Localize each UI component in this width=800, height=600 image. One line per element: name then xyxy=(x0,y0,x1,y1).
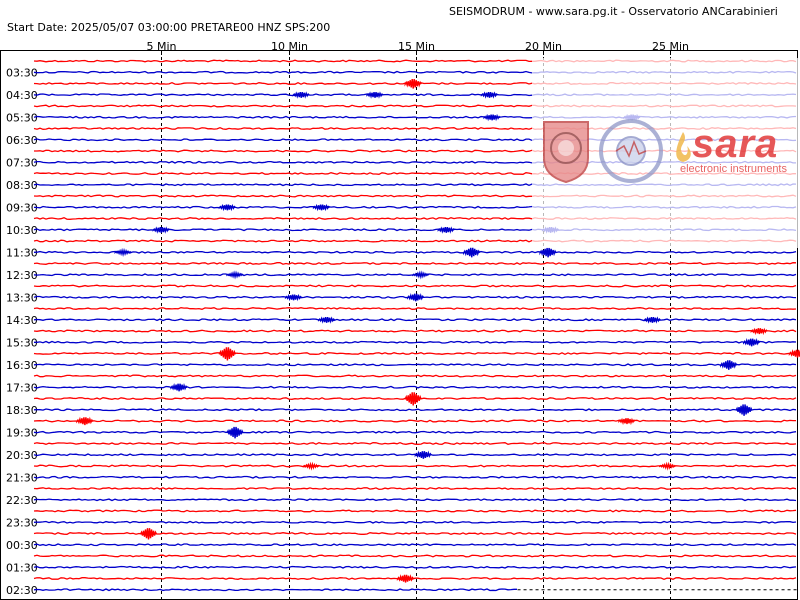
seismic-event-burst xyxy=(404,79,422,89)
x-tick-label: 20 Min xyxy=(525,40,562,53)
seismic-event-burst xyxy=(366,91,384,99)
x-tick-label: 5 Min xyxy=(146,40,176,53)
seismic-event-burst xyxy=(396,574,415,583)
seismic-event-burst xyxy=(463,247,481,258)
seismic-trace-row xyxy=(33,250,797,254)
seismic-trace-row xyxy=(33,531,797,536)
seismic-trace-row xyxy=(33,487,797,491)
y-time-label: 16:30 xyxy=(6,359,38,372)
seismic-event-burst xyxy=(643,316,661,324)
seismic-trace-row xyxy=(33,408,797,412)
seismic-trace-row xyxy=(33,262,797,266)
seismic-event-burst xyxy=(539,247,557,258)
start-info: Start Date: 2025/05/07 03:00:00 PRETARE0… xyxy=(7,21,331,34)
y-time-label: 06:30 xyxy=(6,134,38,147)
seismic-trace-row xyxy=(33,588,517,592)
seismic-event-burst xyxy=(114,247,132,258)
seismic-trace-row xyxy=(33,318,797,322)
seismic-trace-row xyxy=(33,453,797,457)
y-time-label: 17:30 xyxy=(6,381,38,394)
y-time-label: 01:30 xyxy=(6,561,38,574)
seismic-trace-row xyxy=(33,475,797,479)
y-time-label: 22:30 xyxy=(6,494,38,507)
y-time-label: 03:30 xyxy=(6,66,38,79)
seismic-trace-row xyxy=(33,554,797,558)
seismic-trace-row xyxy=(33,430,797,434)
seismic-trace-row xyxy=(33,419,796,423)
seismic-event-burst xyxy=(404,392,422,406)
seismic-trace-row xyxy=(33,565,797,569)
carabinieri-seal-icon xyxy=(543,121,589,184)
seismic-trace-row xyxy=(33,577,797,581)
seismic-trace-row xyxy=(33,363,797,367)
seismic-trace-row xyxy=(33,442,797,445)
seismic-trace-row xyxy=(33,509,797,513)
seismic-event-burst xyxy=(437,226,455,234)
y-time-label: 21:30 xyxy=(6,471,38,484)
y-time-label: 13:30 xyxy=(6,291,38,304)
seismic-event-burst xyxy=(226,426,244,439)
y-time-label: 14:30 xyxy=(6,314,38,327)
seismic-trace-row xyxy=(33,464,797,468)
seismic-event-burst xyxy=(659,461,677,471)
seismic-trace-row xyxy=(33,543,797,547)
seismic-event-burst xyxy=(414,450,432,459)
seismic-event-burst xyxy=(412,270,430,280)
seismic-event-burst xyxy=(312,203,331,212)
seismic-trace-row xyxy=(33,385,797,389)
seismic-event-burst xyxy=(483,113,501,122)
y-time-label: 10:30 xyxy=(6,224,38,237)
y-time-label: 18:30 xyxy=(6,404,38,417)
seismic-event-burst xyxy=(139,528,158,540)
seismic-trace-row xyxy=(33,498,797,502)
x-tick-label: 15 Min xyxy=(398,40,435,53)
seismic-event-burst xyxy=(226,270,244,280)
x-tick-label: 10 Min xyxy=(271,40,308,53)
seismic-trace-row xyxy=(33,284,797,288)
y-time-label: 07:30 xyxy=(6,156,38,169)
seismic-event-burst xyxy=(720,360,738,370)
header-title: SEISMODRUM - www.sara.pg.it - Osservator… xyxy=(449,5,778,18)
seismic-event-burst xyxy=(742,337,761,347)
y-time-label: 09:30 xyxy=(6,201,38,214)
y-time-label: 00:30 xyxy=(6,539,38,552)
y-time-label: 23:30 xyxy=(6,516,38,529)
seismic-event-burst xyxy=(218,203,236,212)
seismic-trace-row xyxy=(33,520,797,524)
seismic-trace-row xyxy=(33,374,797,378)
seismic-event-burst xyxy=(750,327,768,336)
y-time-label: 15:30 xyxy=(6,336,38,349)
seismic-event-burst xyxy=(170,382,188,392)
brand-subtitle: electronic instruments xyxy=(680,163,787,175)
y-time-label: 05:30 xyxy=(6,111,38,124)
sara-flame-icon xyxy=(676,132,691,162)
seismic-event-burst xyxy=(76,416,94,426)
y-time-label: 02:30 xyxy=(6,584,38,597)
seismic-trace-row xyxy=(34,340,797,344)
y-time-label: 04:30 xyxy=(6,89,38,102)
y-time-label: 19:30 xyxy=(6,426,38,439)
seismic-event-burst xyxy=(302,461,320,471)
seismic-event-burst xyxy=(152,226,170,234)
seismic-event-burst xyxy=(407,292,425,302)
y-time-label: 08:30 xyxy=(6,179,38,192)
seismic-event-burst xyxy=(284,293,303,302)
seismic-event-burst xyxy=(735,404,753,416)
y-time-label: 11:30 xyxy=(6,246,38,259)
seismic-trace-row xyxy=(33,352,797,356)
seismic-event-burst xyxy=(480,91,499,99)
y-time-label: 12:30 xyxy=(6,269,38,282)
network-seal-icon xyxy=(599,119,663,183)
seismic-trace-row xyxy=(33,329,797,333)
seismic-event-burst xyxy=(317,316,336,324)
y-time-label: 20:30 xyxy=(6,449,38,462)
seismic-event-burst xyxy=(218,347,237,361)
brand-logo-text: sara xyxy=(692,122,779,166)
seismic-event-burst xyxy=(788,349,800,358)
seismic-event-burst xyxy=(292,91,310,99)
x-tick-label: 25 Min xyxy=(652,40,689,53)
seismic-event-burst xyxy=(618,417,636,426)
seismic-trace-row xyxy=(33,307,797,310)
